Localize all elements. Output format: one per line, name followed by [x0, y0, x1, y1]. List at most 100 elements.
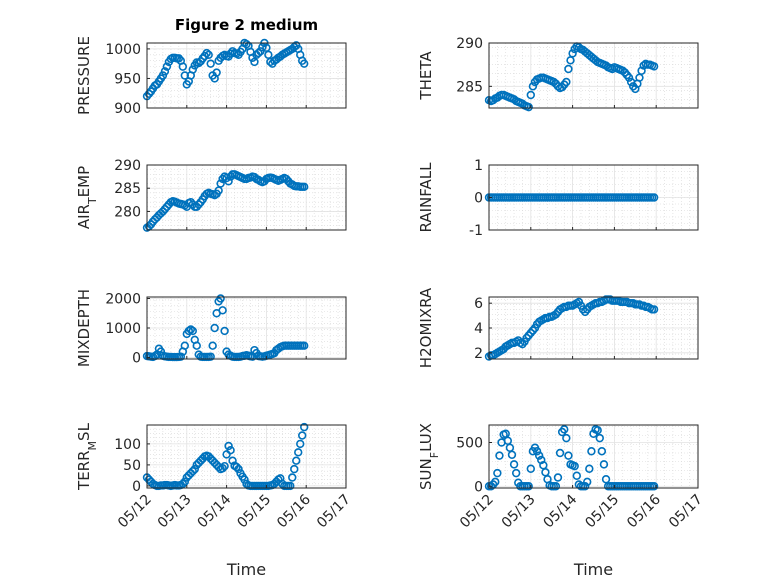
data-point	[649, 193, 659, 202]
axes-background	[147, 43, 346, 108]
data-point	[212, 68, 221, 77]
y-tick-label: 0	[474, 191, 483, 207]
data-point	[509, 460, 519, 469]
data-point	[564, 451, 573, 460]
data-point	[216, 179, 225, 188]
data-point	[562, 77, 571, 87]
series-theta	[484, 42, 659, 112]
axes-box	[146, 164, 347, 231]
data-point	[570, 461, 579, 471]
subplot-air-temp: 280 285 290 AIRTEMP	[75, 158, 347, 232]
data-point	[300, 341, 309, 350]
data-point	[206, 352, 215, 361]
data-point	[288, 473, 297, 482]
y-tick-label: 100	[114, 437, 141, 453]
subplot-rainfall: -1 0 1 RAINFALL	[417, 158, 699, 239]
data-point	[232, 462, 241, 472]
data-point	[300, 59, 309, 68]
data-point	[180, 71, 190, 80]
data-point	[226, 446, 235, 455]
data-point	[188, 326, 197, 336]
y-axis-label: H2OMIXRA	[417, 287, 435, 368]
axes-box	[488, 42, 699, 109]
series-rainfall	[484, 193, 659, 202]
data-point	[202, 48, 211, 58]
y-tick-label: 0	[132, 479, 141, 495]
data-point	[528, 82, 538, 91]
data-point	[176, 352, 186, 361]
data-point	[192, 341, 201, 350]
data-point	[534, 451, 544, 460]
y-tick-label: 50	[123, 458, 141, 474]
series-sun-flux	[484, 425, 659, 491]
data-point	[491, 477, 500, 487]
data-point	[298, 431, 307, 440]
axes-box	[146, 424, 347, 489]
y-tick-label: 4	[474, 321, 483, 337]
data-point	[532, 447, 542, 456]
data-point	[649, 62, 659, 71]
data-point	[549, 77, 558, 87]
data-point	[160, 67, 170, 76]
x-axis-label: Time	[226, 560, 266, 579]
y-tick-label: 2	[474, 346, 483, 362]
data-point	[580, 482, 590, 491]
chart-title: Figure 2 medium	[175, 16, 318, 34]
data-point	[256, 47, 265, 56]
data-point	[258, 42, 267, 52]
y-tick-label: 2000	[105, 291, 141, 307]
data-point	[593, 426, 602, 435]
data-point	[286, 481, 295, 491]
y-axis-label: TERRMSL	[75, 422, 99, 491]
data-point	[254, 48, 263, 58]
data-point	[206, 59, 215, 68]
data-point	[210, 323, 219, 333]
y-tick-label: 1000	[105, 321, 141, 337]
data-point	[296, 439, 305, 449]
y-tick-label: 1000	[105, 42, 141, 58]
data-point	[204, 50, 213, 60]
y-tick-label: 0	[132, 351, 141, 367]
data-point	[234, 464, 243, 474]
data-point	[562, 433, 571, 443]
data-point	[190, 464, 199, 474]
data-point	[220, 461, 229, 471]
data-point	[526, 90, 535, 100]
data-point	[524, 102, 533, 112]
data-point	[218, 464, 227, 473]
subplot-theta: 285 290 THETA	[417, 36, 699, 112]
data-point	[300, 422, 309, 432]
y-tick-label: 1	[474, 158, 483, 174]
data-point	[188, 467, 197, 476]
axes-background	[489, 425, 698, 488]
data-point	[486, 482, 496, 491]
y-tick-label: 280	[114, 204, 141, 220]
data-point	[218, 306, 227, 315]
data-point	[599, 460, 609, 469]
x-axis-label: Time	[573, 560, 613, 579]
y-tick-label: 290	[114, 158, 141, 174]
y-axis-label: SUNFLUX	[417, 423, 441, 490]
data-point	[495, 451, 504, 460]
subplot-pressure: 900 950 1000 PRESSURE Figure 2 medium	[75, 16, 347, 117]
y-tick-label: 6	[474, 296, 483, 312]
data-point	[568, 49, 577, 58]
data-point	[228, 456, 237, 465]
y-axis-label: AIRTEMP	[75, 166, 99, 229]
y-tick-label: 0	[474, 479, 483, 495]
data-point	[188, 65, 197, 74]
y-tick-label: 290	[456, 36, 483, 52]
y-tick-label: 950	[114, 71, 141, 87]
series-pressure	[142, 38, 309, 101]
data-point	[493, 468, 502, 478]
subplot-mixdepth: 0 1000 2000 MIXDEPTH	[75, 289, 347, 367]
y-axis-label: THETA	[417, 51, 435, 101]
data-point	[649, 305, 659, 314]
data-point	[220, 326, 229, 336]
data-point	[158, 71, 168, 80]
data-point	[216, 294, 225, 303]
y-tick-label: 500	[456, 436, 483, 452]
data-point	[585, 464, 594, 473]
data-point	[511, 468, 521, 478]
